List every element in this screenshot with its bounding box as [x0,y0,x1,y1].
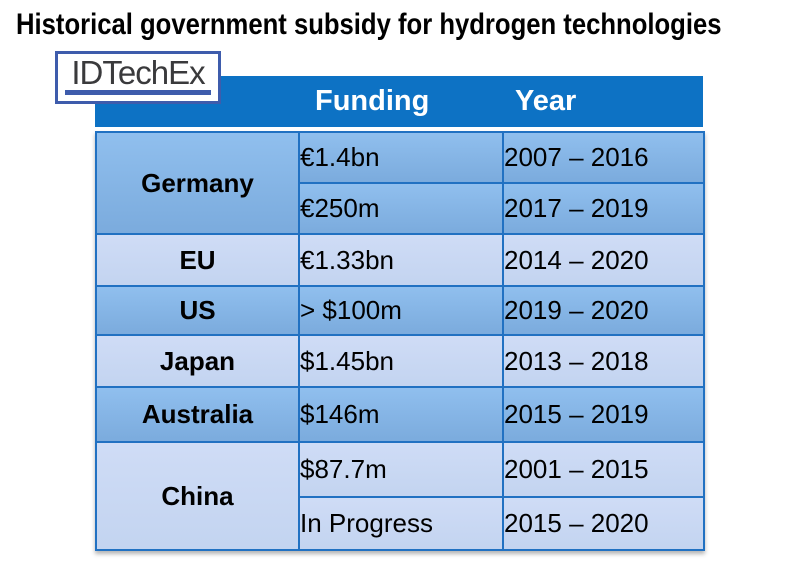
country-cell-us: US [95,285,300,336]
year-cell: 2007 – 2016 [502,131,705,184]
table-row: Japan $1.45bn 2013 – 2018 [95,334,705,388]
idtechex-logo-text: IDTechEx [71,54,205,91]
funding-cell: €250m [298,182,504,235]
idtechex-logo: IDTechEx [55,51,221,104]
subsidy-table: Funding Year Germany €1.4bn 2007 – 2016 … [95,76,705,551]
page-title: Historical government subsidy for hydrog… [16,8,722,41]
table-row: Australia $146m 2015 – 2019 [95,386,705,443]
country-cell-china: China [95,441,300,551]
country-cell-eu: EU [95,233,300,287]
country-cell-japan: Japan [95,334,300,388]
funding-cell: > $100m [298,285,504,336]
country-cell-australia: Australia [95,386,300,443]
funding-cell: $146m [298,386,504,443]
year-cell: 2017 – 2019 [502,182,705,235]
funding-cell: In Progress [298,496,504,551]
table-row: US > $100m 2019 – 2020 [95,285,705,336]
table-row: EU €1.33bn 2014 – 2020 [95,233,705,287]
table-row: China $87.7m 2001 – 2015 [95,441,705,551]
year-cell: 2015 – 2019 [502,386,705,443]
table-row: €250m 2017 – 2019 [96,182,705,235]
idtechex-logo-underline [65,90,211,95]
year-cell: 2014 – 2020 [502,233,705,287]
funding-cell: $87.7m [298,441,504,498]
table-row: In Progress 2015 – 2020 [96,496,705,551]
table-body: Germany €1.4bn 2007 – 2016 €250m 2017 – … [95,131,705,551]
header-year: Year [515,85,577,117]
funding-cell: €1.4bn [298,131,504,184]
country-cell-germany: Germany [95,131,300,235]
header-funding: Funding [315,85,430,117]
year-cell: 2001 – 2015 [502,441,705,498]
year-cell: 2013 – 2018 [502,334,705,388]
table-row: Germany €1.4bn 2007 – 2016 [95,131,705,235]
year-cell: 2015 – 2020 [502,496,705,551]
funding-cell: €1.33bn [298,233,504,287]
year-cell: 2019 – 2020 [502,285,705,336]
funding-cell: $1.45bn [298,334,504,388]
